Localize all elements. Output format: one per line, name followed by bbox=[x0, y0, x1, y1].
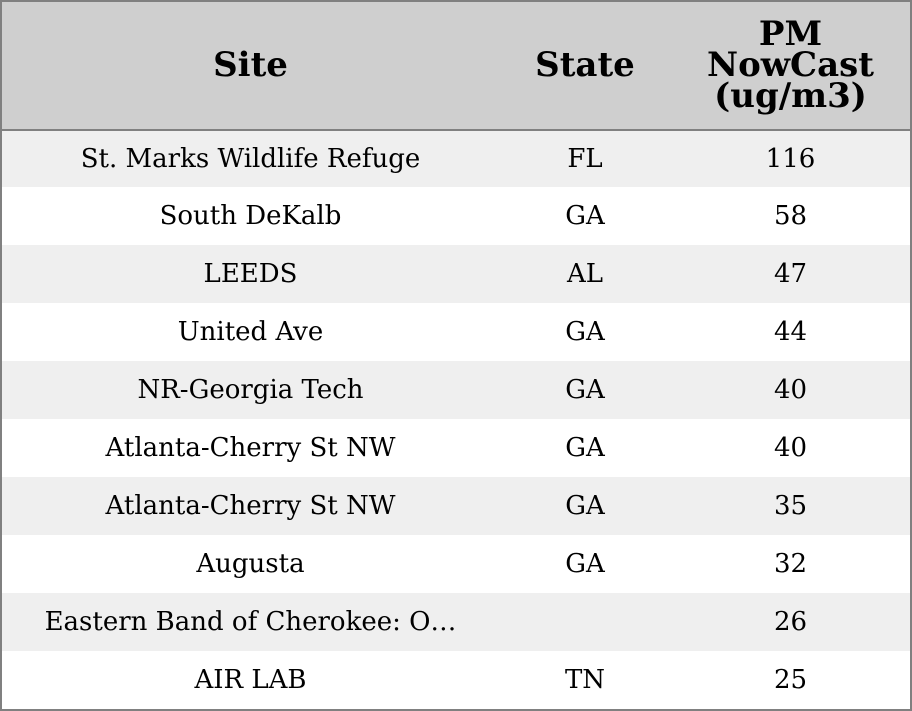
table-row: St. Marks Wildlife Refuge FL 116 bbox=[2, 130, 910, 187]
cell-state: AL bbox=[499, 245, 671, 303]
cell-state: GA bbox=[499, 303, 671, 361]
cell-site: LEEDS bbox=[2, 245, 499, 303]
cell-site: South DeKalb bbox=[2, 187, 499, 245]
cell-state: GA bbox=[499, 477, 671, 535]
table-row: AIR LAB TN 25 bbox=[2, 651, 910, 709]
cell-site: Atlanta-Cherry St NW bbox=[2, 477, 499, 535]
cell-pm: 40 bbox=[671, 361, 910, 419]
header-row: Site State PM NowCast (ug/m3) bbox=[2, 2, 910, 131]
cell-pm: 116 bbox=[671, 130, 910, 187]
cell-pm: 40 bbox=[671, 419, 910, 477]
cell-state bbox=[499, 593, 671, 651]
cell-pm: 32 bbox=[671, 535, 910, 593]
cell-pm: 44 bbox=[671, 303, 910, 361]
cell-state: GA bbox=[499, 187, 671, 245]
header-site: Site bbox=[2, 2, 499, 131]
table-row: Eastern Band of Cherokee: O… 26 bbox=[2, 593, 910, 651]
cell-pm: 25 bbox=[671, 651, 910, 709]
cell-site: Eastern Band of Cherokee: O… bbox=[2, 593, 499, 651]
table-row: Augusta GA 32 bbox=[2, 535, 910, 593]
header-pm-line-1: PM bbox=[758, 14, 823, 54]
header-pm-line-3: (ug/m3) bbox=[714, 76, 867, 116]
cell-site: AIR LAB bbox=[2, 651, 499, 709]
cell-pm: 47 bbox=[671, 245, 910, 303]
cell-state: GA bbox=[499, 535, 671, 593]
table-row: LEEDS AL 47 bbox=[2, 245, 910, 303]
header-pm-nowcast: PM NowCast (ug/m3) bbox=[671, 2, 910, 131]
header-state: State bbox=[499, 2, 671, 131]
table-row: Atlanta-Cherry St NW GA 35 bbox=[2, 477, 910, 535]
cell-site: Augusta bbox=[2, 535, 499, 593]
header-pm-line-2: NowCast bbox=[707, 45, 874, 85]
cell-pm: 26 bbox=[671, 593, 910, 651]
cell-state: TN bbox=[499, 651, 671, 709]
cell-state: GA bbox=[499, 419, 671, 477]
table-row: South DeKalb GA 58 bbox=[2, 187, 910, 245]
cell-site: St. Marks Wildlife Refuge bbox=[2, 130, 499, 187]
cell-site: NR-Georgia Tech bbox=[2, 361, 499, 419]
cell-site: Atlanta-Cherry St NW bbox=[2, 419, 499, 477]
table-row: NR-Georgia Tech GA 40 bbox=[2, 361, 910, 419]
cell-state: FL bbox=[499, 130, 671, 187]
table-row: United Ave GA 44 bbox=[2, 303, 910, 361]
table-row: Atlanta-Cherry St NW GA 40 bbox=[2, 419, 910, 477]
cell-site: United Ave bbox=[2, 303, 499, 361]
table-header: Site State PM NowCast (ug/m3) bbox=[2, 2, 910, 131]
cell-state: GA bbox=[499, 361, 671, 419]
cell-pm: 58 bbox=[671, 187, 910, 245]
cell-pm: 35 bbox=[671, 477, 910, 535]
table-body: St. Marks Wildlife Refuge FL 116 South D… bbox=[2, 130, 910, 709]
